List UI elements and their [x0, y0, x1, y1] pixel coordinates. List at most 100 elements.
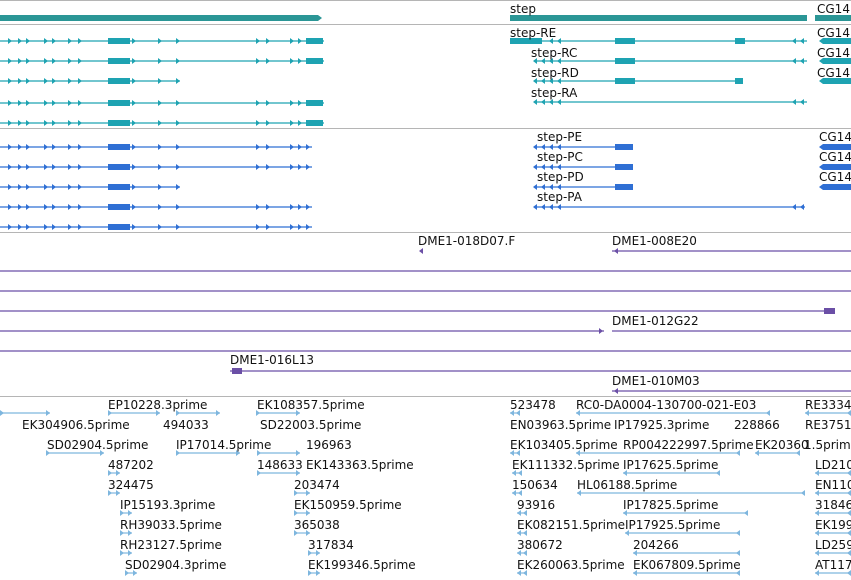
est-label-hl06188-5prime[interactable]: HL06188.5prime	[577, 478, 678, 492]
est-label-ip17625-5prime[interactable]: IP17625.5prime	[623, 458, 719, 472]
est-label-ip17825-5prime[interactable]: IP17825.5prime	[623, 498, 719, 512]
mrna-label-step-rd[interactable]: step-RD	[531, 66, 579, 80]
clone-label-dme1-012g22[interactable]: DME1-012G22	[612, 314, 699, 328]
est-glyph	[623, 510, 627, 516]
mrna-label-step-ra[interactable]: step-RA	[531, 86, 578, 100]
exon-glyph	[557, 164, 561, 170]
cds-label-cg14[interactable]: CG14	[819, 150, 851, 164]
mrna-label-cg14[interactable]: CG14	[817, 66, 850, 80]
est-label-ek199[interactable]: EK199	[815, 518, 851, 532]
est-label-ek20360[interactable]: EK20360	[755, 438, 809, 452]
mrna-label-cg14[interactable]: CG14	[817, 26, 850, 40]
cds-label-step-pe[interactable]: step-PE	[537, 130, 583, 144]
est-label-ip15193-3prime[interactable]: IP15193.3prime	[120, 498, 216, 512]
gene-label-cg14[interactable]: CG14	[817, 2, 850, 16]
est-label-203474[interactable]: 203474	[294, 478, 340, 492]
est-label-148633[interactable]: 148633	[257, 458, 303, 472]
est-glyph	[516, 410, 520, 416]
est-label-523478[interactable]: 523478	[510, 398, 556, 412]
est-label-150634[interactable]: 150634	[512, 478, 558, 492]
est-label-ip17014-5prime[interactable]: IP17014.5prime	[176, 438, 272, 452]
exon-glyph	[52, 100, 56, 106]
est-label-196963[interactable]: 196963	[306, 438, 352, 452]
clone-label-dme1-008e20[interactable]: DME1-008E20	[612, 234, 697, 248]
exon-glyph	[26, 144, 30, 150]
clone-label-dme1-010m03[interactable]: DME1-010M03	[612, 374, 700, 388]
exon-glyph	[306, 120, 323, 126]
est-glyph	[847, 530, 851, 536]
est-label-ek111332-5prime[interactable]: EK111332.5prime	[512, 458, 620, 472]
exon-glyph	[823, 78, 851, 84]
exon-glyph	[68, 184, 72, 190]
mrna-label-step-rc[interactable]: step-RC	[531, 46, 578, 60]
est-label-en03963-5prime[interactable]: EN03963.5prime	[510, 418, 612, 432]
exon-glyph	[557, 144, 561, 150]
exon-glyph	[819, 144, 823, 150]
est-label-rc0-da0004[interactable]: RC0-DA0004-130700-021-E03	[576, 398, 757, 412]
cds-label-step-pa[interactable]: step-PA	[537, 190, 582, 204]
cds-label-cg14[interactable]: CG14	[819, 130, 851, 144]
exon-glyph	[8, 164, 12, 170]
est-glyph	[847, 470, 851, 476]
est-label-sd02904-3prime[interactable]: SD02904.3prime	[125, 558, 227, 572]
est-label-sd22003-5prime[interactable]: SD22003.5prime	[260, 418, 362, 432]
est-label-rp004222997-5prime[interactable]: RP004222997.5prime	[623, 438, 754, 452]
exon-glyph	[290, 58, 294, 64]
est-label-ek08215[interactable]: EK08215	[517, 518, 571, 532]
est-label-ep10228-3prime[interactable]: EP10228.3prime	[108, 398, 208, 412]
est-label-93916[interactable]: 93916	[517, 498, 556, 512]
est-label-1-5prime[interactable]: 1.5prime	[571, 518, 626, 532]
est-label-sd02904-5prime[interactable]: SD02904.5prime	[47, 438, 149, 452]
est-label-31846[interactable]: 31846	[815, 498, 851, 512]
est-glyph	[294, 510, 298, 516]
cds-label-step-pc[interactable]: step-PC	[537, 150, 583, 164]
mrna-label-step-re[interactable]: step-RE	[510, 26, 557, 40]
est-label-re3334[interactable]: RE3334	[805, 398, 851, 412]
exon-glyph	[68, 144, 72, 150]
exon-glyph	[549, 58, 553, 64]
est-label-ip17925-5prime[interactable]: IP17925.5prime	[625, 518, 721, 532]
est-label-ip17925-3prime[interactable]: IP17925.3prime	[614, 418, 710, 432]
exon-glyph	[132, 224, 136, 230]
est-label-rh23127-5prime[interactable]: RH23127.5prime	[120, 538, 222, 552]
exon-glyph	[792, 38, 796, 44]
clone-label-dme1-016l13[interactable]: DME1-016L13	[230, 353, 314, 367]
exon-glyph	[78, 164, 82, 170]
est-label-ek150959-5prime[interactable]: EK150959.5prime	[294, 498, 402, 512]
est-label-rh39033-5prime[interactable]: RH39033.5prime	[120, 518, 222, 532]
est-glyph	[517, 570, 521, 576]
est-label-494033[interactable]: 494033	[163, 418, 209, 432]
est-label-380672[interactable]: 380672	[517, 538, 563, 552]
est-label-317834[interactable]: 317834	[308, 538, 354, 552]
cds-label-cg14[interactable]: CG14	[819, 170, 851, 184]
exon-glyph	[44, 100, 48, 106]
est-label-228866[interactable]: 228866	[734, 418, 780, 432]
est-label-ek067809-5prime[interactable]: EK067809.5prime	[633, 558, 741, 572]
est-label-ek108357-5prime[interactable]: EK108357.5prime	[257, 398, 365, 412]
exon-glyph	[533, 184, 537, 190]
est-label-324475[interactable]: 324475	[108, 478, 154, 492]
est-label-204266[interactable]: 204266	[633, 538, 679, 552]
est-label-ek199346-5prime[interactable]: EK199346.5prime	[308, 558, 416, 572]
exon-glyph	[78, 204, 82, 210]
est-label-487202[interactable]: 487202	[108, 458, 154, 472]
cds-label-step-pd[interactable]: step-PD	[537, 170, 584, 184]
est-glyph	[512, 470, 516, 476]
est-label-ek304906-5prime[interactable]: EK304906.5prime	[22, 418, 130, 432]
est-label-ek103405-5prime[interactable]: EK103405.5prime	[510, 438, 618, 452]
est-label-ld259[interactable]: LD259	[815, 538, 851, 552]
exon-glyph	[533, 58, 537, 64]
est-glyph	[306, 490, 310, 496]
est-label-365038[interactable]: 365038	[294, 518, 340, 532]
gene-label-step[interactable]: step	[510, 2, 536, 16]
est-label-en110[interactable]: EN110	[815, 478, 851, 492]
est-label-1-5prim[interactable]: 1.5prim	[804, 438, 851, 452]
est-label-ek260063-5prime[interactable]: EK260063.5prime	[517, 558, 625, 572]
est-label-at117[interactable]: AT117	[815, 558, 851, 572]
mrna-label-cg14[interactable]: CG14	[817, 46, 850, 60]
est-glyph	[128, 510, 132, 516]
clone-label-dme1-018d07-f[interactable]: DME1-018D07.F	[418, 234, 516, 248]
est-label-re3751[interactable]: RE3751	[805, 418, 851, 432]
est-label-ld210[interactable]: LD210	[815, 458, 851, 472]
est-label-ek143363-5prime[interactable]: EK143363.5prime	[306, 458, 414, 472]
